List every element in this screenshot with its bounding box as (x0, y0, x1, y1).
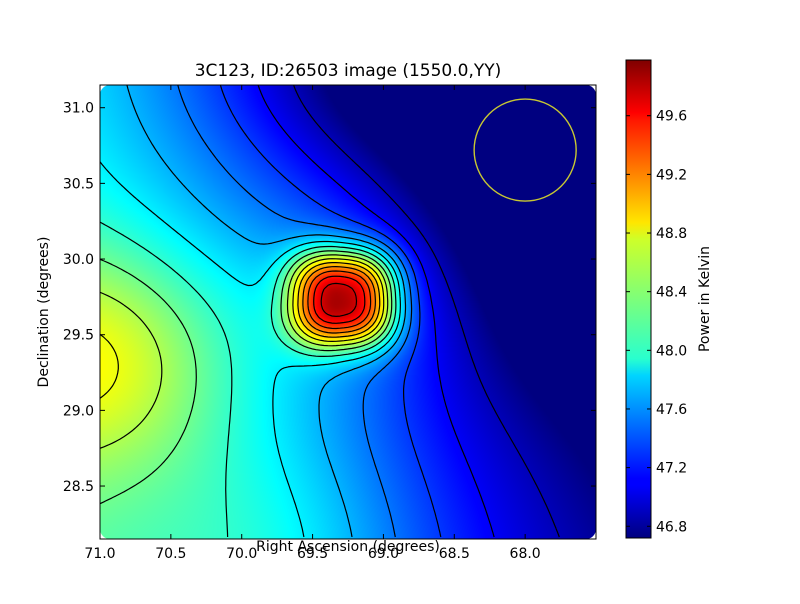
x-axis: 71.0 70.5 70.0 69.5 69.0 68.5 68.0 (84, 85, 541, 562)
contour-line (126, 85, 407, 538)
x-axis-label: Right Ascension (degrees) (256, 539, 440, 555)
y-tick-label: 30.0 (63, 252, 94, 268)
x-tick-label: 70.0 (226, 546, 257, 562)
plot-frame (99, 84, 597, 540)
heatmap-canvas (100, 85, 596, 539)
colorbar-tick-label: 49.2 (656, 167, 687, 183)
colorbar-tick-label: 48.0 (656, 343, 687, 359)
colorbar-tick-label: 47.2 (656, 461, 687, 477)
contour-line (100, 250, 393, 505)
colorbar-tick-label: 47.6 (656, 402, 687, 418)
colorbar-ticks: 46.8 47.2 47.6 48.0 48.4 48.8 49.2 49.6 (626, 109, 687, 535)
x-tick-label: 71.0 (84, 546, 115, 562)
chart-title: 3C123, ID:26503 image (1550.0,YY) (195, 61, 502, 81)
colorbar-tick-label: 46.8 (656, 519, 687, 535)
beam-circle (473, 98, 577, 202)
contour-line (320, 282, 358, 317)
x-tick-label: 70.5 (155, 546, 186, 562)
contour-line (100, 221, 397, 538)
heatmap-canvas-wrap (100, 85, 596, 539)
y-axis-label: Declination (degrees) (36, 237, 52, 388)
contour-line (297, 262, 381, 338)
colorbar-tick-label: 48.4 (656, 285, 687, 301)
x-tick-label: 69.0 (368, 546, 399, 562)
colorbar-label: Power in Kelvin (697, 246, 713, 352)
contour-line (313, 275, 366, 324)
contour-line (100, 258, 385, 399)
contour-line (293, 85, 560, 538)
y-tick-label: 28.5 (63, 479, 94, 495)
contour-line (177, 85, 413, 538)
x-tick-label: 68.5 (439, 546, 470, 562)
y-tick-label: 31.0 (63, 101, 94, 117)
contour-lines (100, 85, 560, 538)
colorbar-tick-label: 49.6 (656, 109, 687, 125)
y-tick-label: 29.5 (63, 328, 94, 344)
contour-line (302, 266, 376, 334)
colorbar-tick-label: 48.8 (656, 226, 687, 242)
contour-line (100, 254, 389, 449)
contour-line (307, 270, 372, 330)
y-tick-label: 30.5 (63, 176, 94, 192)
colorbar-frame (625, 59, 652, 539)
contour-line (219, 85, 442, 538)
x-tick-label: 69.5 (297, 546, 328, 562)
heatmap-area (100, 85, 596, 539)
contour-line (100, 161, 401, 538)
x-tick-label: 68.0 (510, 546, 541, 562)
contour-line (257, 85, 495, 538)
y-tick-label: 29.0 (63, 403, 94, 419)
colorbar (626, 60, 651, 538)
y-axis: 28.5 29.0 29.5 30.0 30.5 31.0 (63, 101, 596, 495)
